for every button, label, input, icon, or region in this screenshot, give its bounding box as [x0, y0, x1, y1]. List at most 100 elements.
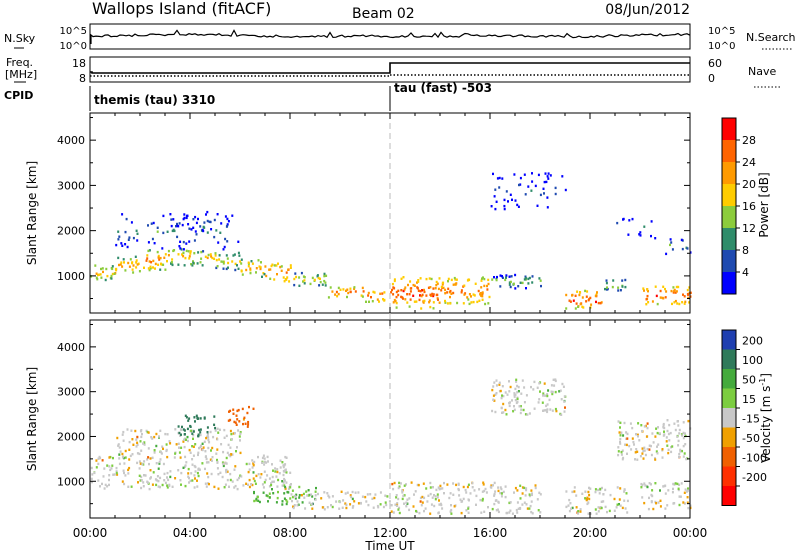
- velocity-cell: [616, 503, 619, 506]
- power-cell: [416, 281, 418, 284]
- velocity-cell: [579, 510, 582, 513]
- power-cell: [600, 301, 603, 304]
- velocity-cell: [646, 426, 649, 430]
- velocity-cell: [252, 464, 255, 467]
- velocity-cell: [500, 406, 503, 410]
- power-cell: [684, 300, 687, 303]
- power-cell: [166, 260, 168, 263]
- power-colorbar-tick-label: 20: [742, 178, 756, 191]
- power-cell: [227, 266, 229, 269]
- power-cell: [175, 225, 177, 228]
- velocity-cell: [126, 428, 129, 431]
- power-cell: [279, 265, 282, 269]
- velocity-colorbar-swatch: [722, 330, 736, 350]
- velocity-cell: [158, 462, 161, 465]
- velocity-cell: [339, 500, 342, 504]
- power-cell: [493, 276, 495, 279]
- power-cell: [431, 292, 434, 296]
- power-cell: [549, 174, 552, 177]
- nave-trace: [90, 74, 690, 77]
- velocity-cell: [271, 475, 274, 479]
- velocity-cell: [300, 494, 303, 497]
- power-colorbar-tick-label: 8: [742, 244, 749, 257]
- velocity-cell: [676, 435, 679, 438]
- velocity-cell: [169, 442, 172, 445]
- velocity-cell: [460, 511, 463, 515]
- velocity-cell: [587, 501, 590, 504]
- power-cell: [669, 238, 672, 241]
- power-cell: [480, 279, 483, 282]
- velocity-cell: [542, 392, 545, 395]
- nsky-tick-bottom: 10^0: [60, 41, 87, 52]
- velocity-cell: [297, 503, 300, 506]
- power-cell: [512, 282, 515, 285]
- power-cell: [172, 218, 175, 221]
- velocity-cell: [281, 480, 284, 483]
- velocity-cell: [323, 508, 326, 511]
- power-cell: [590, 303, 593, 306]
- power-cell: [201, 264, 204, 267]
- velocity-cell: [608, 509, 611, 513]
- velocity-cell: [678, 503, 681, 507]
- velocity-cell: [466, 485, 469, 489]
- velocity-cell: [613, 497, 616, 501]
- power-cell: [177, 253, 180, 256]
- power-cell: [194, 215, 197, 219]
- velocity-cell: [513, 392, 516, 395]
- power-cell: [404, 298, 407, 301]
- velocity-cell: [516, 391, 519, 394]
- power-cell: [452, 283, 455, 286]
- velocity-cell: [164, 481, 167, 485]
- velocity-cell: [197, 433, 200, 436]
- velocity-cell: [682, 431, 685, 435]
- velocity-cell: [654, 435, 657, 438]
- velocity-cell: [304, 507, 307, 510]
- velocity-cell: [104, 483, 107, 487]
- velocity-cell: [594, 490, 597, 494]
- power-cell: [303, 279, 306, 282]
- power-cell: [400, 289, 403, 292]
- velocity-cell: [427, 494, 430, 497]
- power-cell: [561, 175, 564, 178]
- velocity-cell: [662, 485, 665, 488]
- power-cell: [455, 278, 458, 281]
- power-cell: [436, 293, 439, 297]
- power-cell: [336, 295, 339, 298]
- velocity-cell: [554, 390, 557, 394]
- velocity-cell: [452, 493, 455, 496]
- power-cell: [342, 288, 345, 291]
- power-cell: [494, 207, 497, 211]
- velocity-cell: [224, 483, 227, 486]
- power-data: [90, 172, 692, 310]
- velocity-cell: [242, 422, 244, 426]
- velocity-cell: [208, 482, 210, 486]
- velocity-cell: [262, 454, 265, 457]
- velocity-cell: [260, 473, 263, 476]
- velocity-cell: [197, 434, 200, 438]
- power-cell: [441, 283, 444, 286]
- power-cell: [353, 286, 356, 289]
- velocity-cell: [626, 511, 629, 514]
- power-cell: [197, 217, 199, 221]
- velocity-cell: [223, 436, 226, 439]
- power-cell: [283, 280, 286, 283]
- velocity-cell: [253, 490, 255, 494]
- velocity-cell: [372, 506, 375, 509]
- velocity-cell: [192, 434, 195, 437]
- velocity-cell: [248, 485, 251, 489]
- velocity-cell: [594, 488, 597, 491]
- velocity-cell: [551, 409, 554, 412]
- velocity-cell: [672, 487, 674, 491]
- velocity-cell: [585, 498, 588, 501]
- velocity-cell: [655, 427, 658, 430]
- power-cell: [505, 274, 508, 277]
- power-cell: [120, 242, 123, 245]
- velocity-cell: [220, 443, 223, 446]
- power-cell: [178, 222, 181, 225]
- power-cell: [687, 296, 690, 300]
- velocity-cell: [620, 453, 623, 456]
- velocity-cell: [289, 497, 292, 500]
- velocity-cell: [254, 482, 257, 485]
- velocity-cell: [184, 484, 187, 488]
